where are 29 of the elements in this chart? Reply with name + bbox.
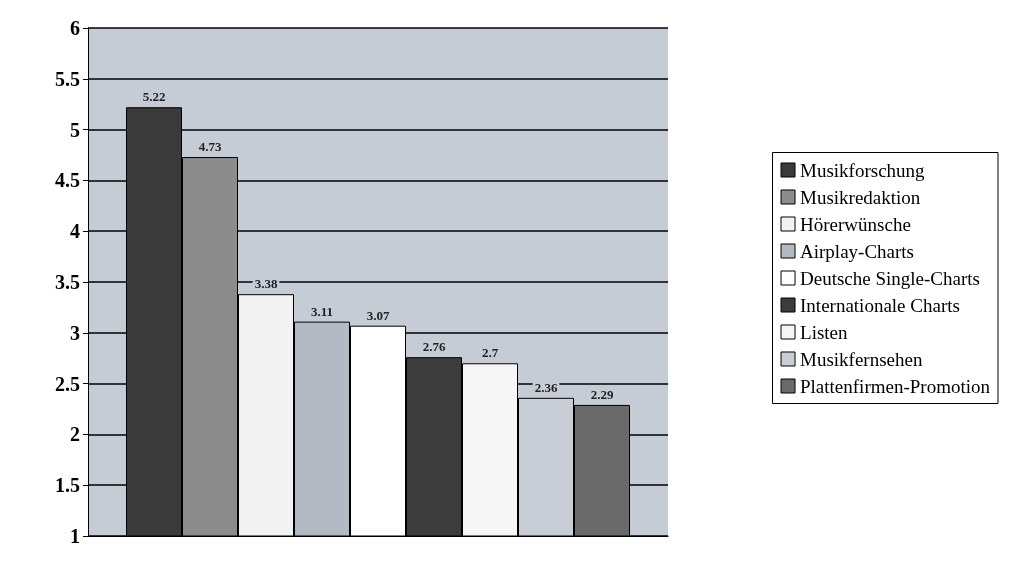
data-label: 4.73 bbox=[198, 139, 222, 155]
y-tick-label: 2.5 bbox=[55, 372, 80, 395]
y-tick-label: 4.5 bbox=[55, 169, 80, 192]
legend-label: Musikredaktion bbox=[800, 186, 921, 208]
y-tick-label: 4 bbox=[70, 220, 80, 243]
data-label: 3.07 bbox=[366, 307, 390, 323]
data-label: 2.29 bbox=[590, 386, 614, 402]
legend-label: Deutsche Single-Charts bbox=[800, 267, 980, 289]
legend-label: Internationale Charts bbox=[800, 294, 960, 316]
legend-label: Listen bbox=[800, 321, 849, 343]
y-tick-label: 6 bbox=[70, 17, 80, 39]
data-label: 3.38 bbox=[254, 276, 278, 292]
y-tick-label: 5 bbox=[70, 118, 80, 141]
legend-label: Musikforschung bbox=[800, 159, 926, 181]
data-label: 5.22 bbox=[142, 89, 166, 105]
legend-label: Plattenfirmen-Promotion bbox=[800, 375, 991, 397]
legend-label: Hörerwünsche bbox=[800, 213, 911, 235]
data-label: 2.36 bbox=[534, 379, 558, 395]
data-label: 2.7 bbox=[481, 345, 499, 361]
legend-label: Airplay-Charts bbox=[800, 240, 915, 262]
y-tick-label: 1.5 bbox=[55, 474, 80, 497]
y-tick-label: 5.5 bbox=[55, 67, 80, 90]
y-tick-label: 2 bbox=[70, 423, 80, 446]
data-label: 3.11 bbox=[310, 303, 334, 319]
legend-label: Musikfernsehen bbox=[800, 348, 923, 370]
y-tick-label: 3 bbox=[70, 321, 80, 344]
y-tick-label: 1 bbox=[70, 525, 80, 547]
y-tick-label: 3.5 bbox=[55, 271, 80, 293]
data-label: 2.76 bbox=[422, 339, 446, 355]
